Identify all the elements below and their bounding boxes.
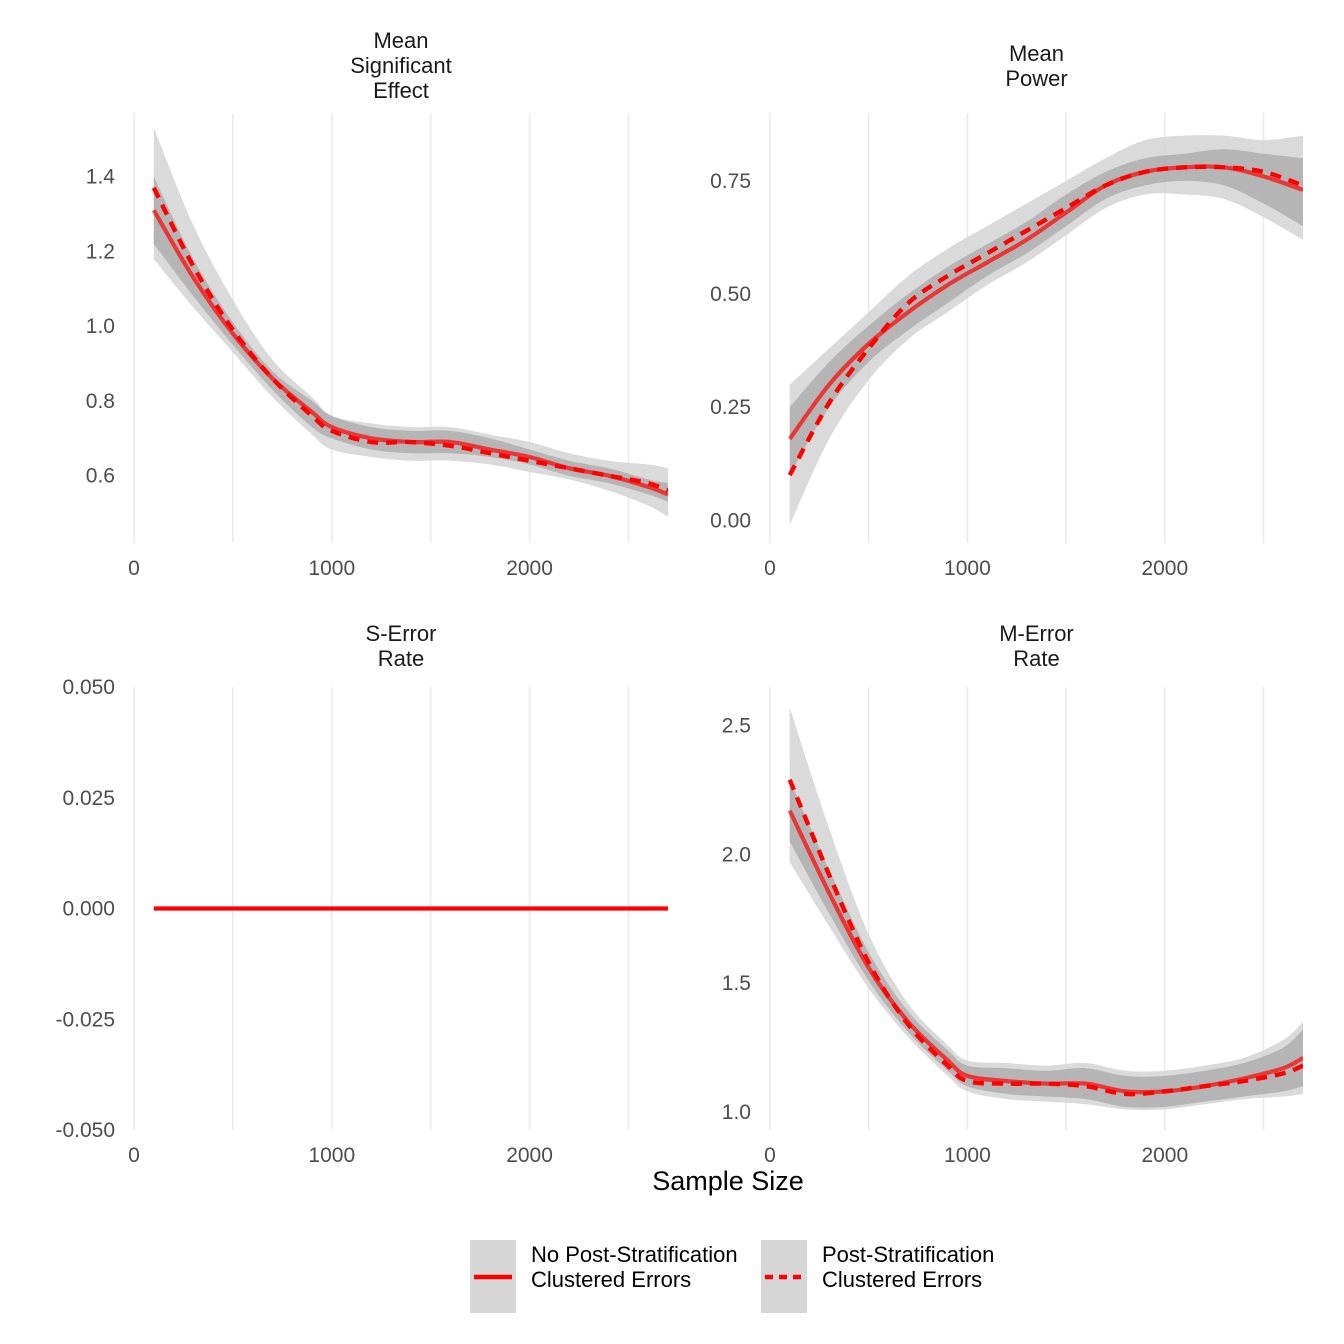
panel-title-line: Significant bbox=[350, 53, 452, 78]
legend-label: Post-Stratification bbox=[822, 1242, 994, 1267]
panel-title-line: Rate bbox=[1013, 646, 1059, 671]
y-tick-label: 0.50 bbox=[710, 283, 751, 306]
y-tick-label: 1.2 bbox=[86, 240, 115, 263]
x-tick-label: 0 bbox=[128, 1144, 140, 1167]
x-tick-label: 0 bbox=[128, 557, 140, 580]
y-tick-label: 0.025 bbox=[62, 787, 115, 810]
y-tick-label: 2.5 bbox=[722, 715, 751, 738]
panel-title-line: M-Error bbox=[999, 621, 1074, 646]
x-tick-label: 1000 bbox=[308, 557, 355, 580]
y-tick-label: 1.4 bbox=[86, 166, 116, 189]
panel-title: Mean Significant Effect bbox=[350, 28, 452, 103]
series-line-post-stratification bbox=[151, 186, 668, 493]
x-tick-label: 0 bbox=[764, 1144, 776, 1167]
panel-title-line: Effect bbox=[373, 78, 429, 103]
panel-title-line: Mean bbox=[1009, 41, 1064, 66]
x-tick-label: 2000 bbox=[506, 557, 553, 580]
panel-2: Mean Power 0 1000 2000 0.00 0.25 0.50 0.75 bbox=[710, 41, 1303, 580]
plot-area bbox=[151, 127, 668, 517]
y-tick-label: 0.8 bbox=[86, 390, 115, 413]
confidence-band-inner bbox=[789, 779, 1303, 1108]
confidence-band-outer bbox=[789, 707, 1303, 1111]
panel-title: M-Error Rate bbox=[999, 621, 1074, 671]
legend-label: Clustered Errors bbox=[531, 1267, 691, 1292]
confidence-band-inner bbox=[789, 149, 1303, 476]
panel-title-line: Mean bbox=[373, 28, 428, 53]
y-tick-label: 0.00 bbox=[710, 509, 751, 532]
x-tick-label: 2000 bbox=[1141, 1144, 1188, 1167]
y-tick-label: 1.5 bbox=[722, 972, 751, 995]
y-tick-label: 0.25 bbox=[710, 396, 751, 419]
y-tick-label: 0.000 bbox=[62, 898, 115, 921]
panel-title: Mean Power bbox=[1005, 41, 1067, 91]
y-tick-label: 1.0 bbox=[722, 1101, 751, 1124]
legend-label: Clustered Errors bbox=[822, 1267, 982, 1292]
confidence-band-inner bbox=[153, 176, 668, 502]
x-axis-title: Sample Size bbox=[652, 1166, 804, 1196]
plot-area bbox=[787, 135, 1303, 525]
y-tick-label: -0.050 bbox=[55, 1119, 115, 1142]
panel-3: S-Error Rate 0 1000 2000 -0.050 -0.025 0.000 0.0… bbox=[55, 621, 668, 1167]
panel-title-line: Power bbox=[1005, 66, 1067, 91]
x-tick-label: 1000 bbox=[308, 1144, 355, 1167]
y-tick-label: 0.050 bbox=[62, 676, 115, 699]
x-tick-label: 0 bbox=[764, 557, 776, 580]
y-tick-label: 0.75 bbox=[710, 170, 751, 193]
y-tick-label: 0.6 bbox=[86, 465, 115, 488]
plot-area bbox=[787, 707, 1303, 1111]
panel-1: Mean Significant Effect 0 1000 2000 0.6 0.8 1.0 1… bbox=[86, 28, 668, 580]
panel-title: S-Error Rate bbox=[366, 621, 437, 671]
x-tick-label: 2000 bbox=[506, 1144, 553, 1167]
panel-title-line: S-Error bbox=[366, 621, 437, 646]
legend-label: No Post-Stratification bbox=[531, 1242, 738, 1267]
y-tick-label: 1.0 bbox=[86, 315, 115, 338]
y-tick-label: -0.025 bbox=[55, 1008, 115, 1031]
x-tick-label: 1000 bbox=[944, 1144, 991, 1167]
series-line-post-stratification bbox=[787, 164, 1303, 477]
x-tick-label: 1000 bbox=[944, 557, 991, 580]
panel-4: M-Error Rate 0 1000 2000 1.0 1.5 2.0 2.5 bbox=[722, 621, 1303, 1167]
series-line-post-stratification bbox=[787, 778, 1303, 1097]
x-tick-label: 2000 bbox=[1141, 557, 1188, 580]
panel-title-line: Rate bbox=[378, 646, 424, 671]
y-tick-label: 2.0 bbox=[722, 843, 751, 866]
